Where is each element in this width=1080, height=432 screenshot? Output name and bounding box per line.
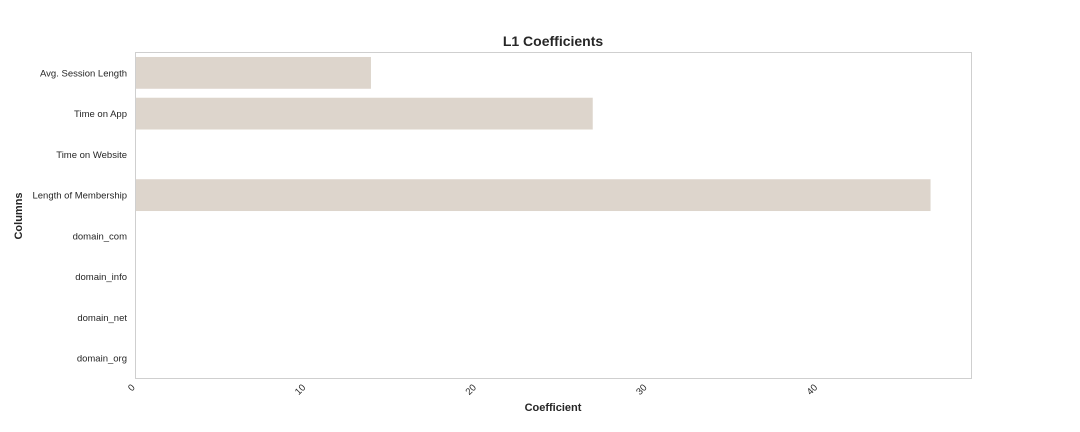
y-tick-label: domain_info [75,272,127,283]
bar-avg-session-length [135,56,371,89]
x-tick-labels: 0 10 20 30 40 [126,382,820,397]
y-tick-labels: Avg. Session Length Time on App Time on We… [32,68,127,364]
bar-length-of-membership [135,179,931,212]
y-tick-label: domain_net [77,313,127,324]
bar-time-on-app [135,97,593,130]
x-tick-label: 10 [293,382,308,397]
y-tick-label: Time on App [74,109,127,120]
x-tick-label: 20 [464,382,479,397]
y-tick-label: Avg. Session Length [40,68,127,79]
y-axis-label: Columns [13,192,25,239]
bars [135,56,931,212]
y-tick-label: domain_com [73,231,127,242]
x-axis-label: Coefficient [525,402,582,414]
y-tick-label: domain_org [77,354,127,365]
y-tick-label: Time on Website [56,150,127,161]
y-tick-label: Length of Membership [32,191,127,202]
plot-frame [135,52,972,379]
x-tick-label: 40 [805,382,820,397]
x-tick-label: 0 [126,382,138,394]
chart-title: L1 Coefficients [503,33,604,49]
x-tick-label: 30 [634,382,649,397]
